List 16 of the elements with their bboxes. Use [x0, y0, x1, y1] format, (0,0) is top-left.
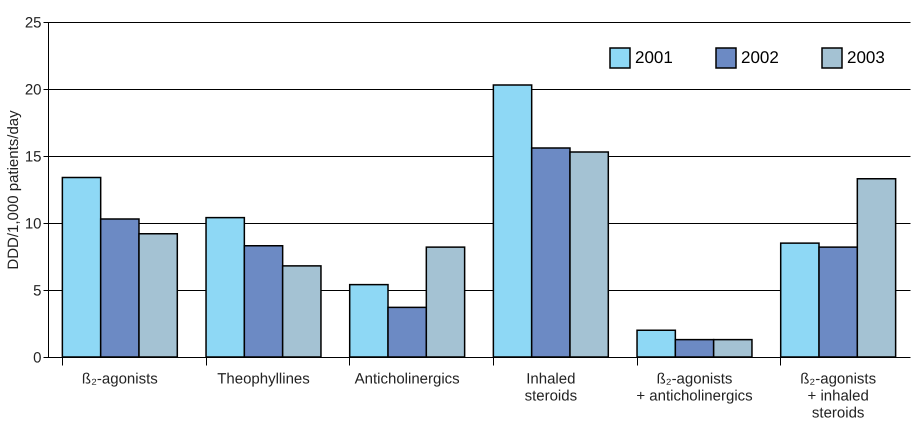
y-tick-label: 10 [24, 216, 42, 232]
legend-label: 2001 [635, 48, 673, 67]
x-tick-label: Anticholinergics [354, 370, 460, 388]
y-tick-label: 15 [24, 148, 42, 166]
x-tick-label: Theophyllines [217, 370, 310, 388]
legend-label: 2003 [847, 48, 885, 67]
x-tick-label: Inhaled steroids [524, 370, 578, 404]
y-tick-label: 20 [24, 82, 42, 98]
x-tick-label: ß₂-agonists + inhaled steroids [800, 370, 876, 422]
x-tick-label: ß₂-agonists [82, 370, 158, 388]
y-axis-title: DDD/1,000 patients/day [4, 110, 22, 270]
y-tick-label: 0 [33, 350, 42, 366]
legend-label: 2002 [741, 48, 779, 67]
y-tick-label: 25 [24, 14, 42, 32]
x-tick-label: ß₂-agonists + anticholinergics [636, 370, 753, 404]
y-tick-label: 5 [33, 282, 42, 300]
